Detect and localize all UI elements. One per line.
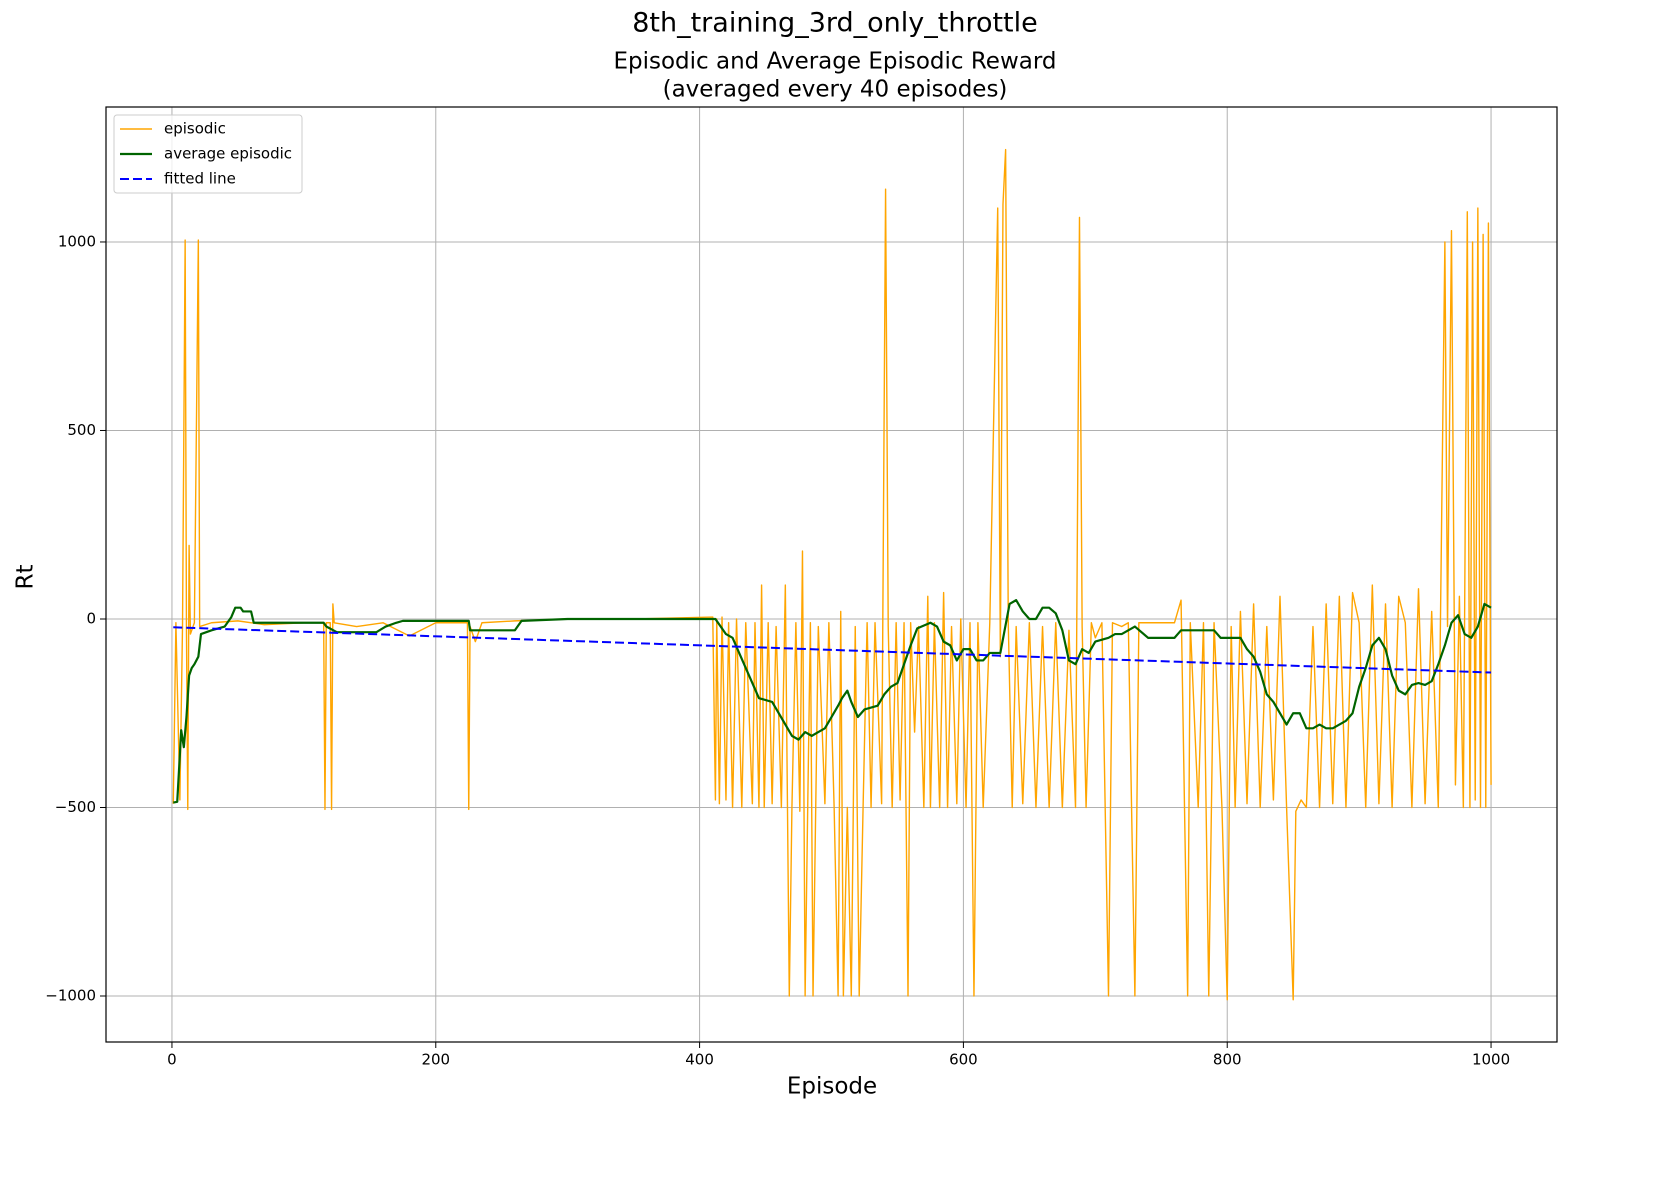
y-tick-label: −500 xyxy=(55,798,96,816)
axes-frame xyxy=(105,106,1558,1043)
plot-area xyxy=(172,148,1492,1001)
x-tick-label: 0 xyxy=(167,1051,177,1069)
x-tick-label: 1000 xyxy=(1472,1051,1510,1069)
y-tick-label: 1000 xyxy=(58,232,96,250)
y-tick-label: 500 xyxy=(67,421,96,439)
suptitle: 8th_training_3rd_only_throttle xyxy=(632,8,1038,39)
x-tick-label: 200 xyxy=(421,1051,450,1069)
chart-subtitle: (averaged every 40 episodes) xyxy=(663,77,1008,103)
x-tick-label: 800 xyxy=(1213,1051,1242,1069)
legend-label: fitted line xyxy=(164,170,236,188)
grid xyxy=(106,107,1557,1042)
legend-box xyxy=(113,114,303,194)
x-axis-label: Episode xyxy=(787,1074,877,1100)
legend-label: episodic xyxy=(164,120,226,138)
legend: episodic average episodic fitted line xyxy=(113,114,303,194)
y-axis-label: Rt xyxy=(13,565,39,590)
series-line xyxy=(172,148,1492,1001)
x-tick-label: 600 xyxy=(949,1051,978,1069)
ticks: 0 200 400 600 800 1000 −1000 −500 0 500 1000 xyxy=(45,232,1510,1068)
legend-label: average episodic xyxy=(164,145,292,163)
chart-title: Episodic and Average Episodic Reward xyxy=(613,49,1056,75)
y-tick-label: 0 xyxy=(86,609,96,627)
x-tick-label: 400 xyxy=(685,1051,714,1069)
y-tick-label: −1000 xyxy=(45,987,96,1005)
series-line xyxy=(173,599,1492,804)
series-line xyxy=(173,626,1492,674)
